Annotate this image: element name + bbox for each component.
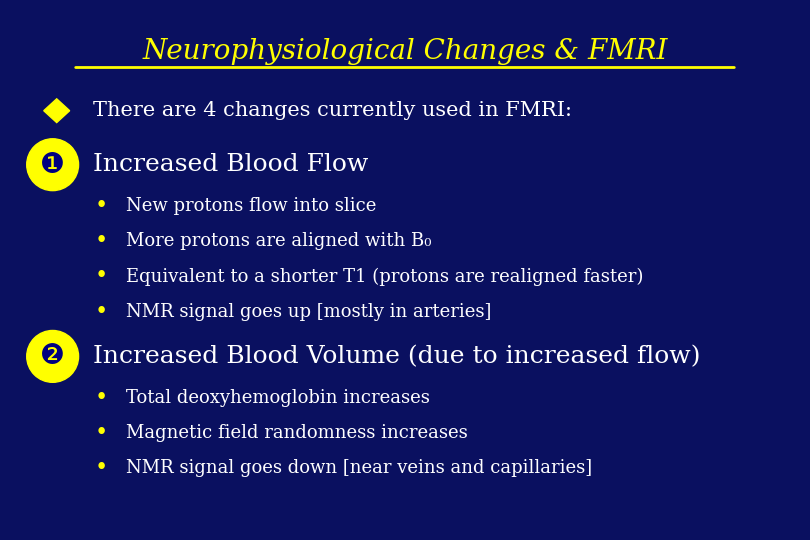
Text: ❷: ❷ [40,342,65,370]
Text: Increased Blood Volume (due to increased flow): Increased Blood Volume (due to increased… [93,345,701,368]
Text: NMR signal goes up [mostly in arteries]: NMR signal goes up [mostly in arteries] [126,302,491,321]
Text: Total deoxyhemoglobin increases: Total deoxyhemoglobin increases [126,389,429,407]
Ellipse shape [27,330,79,382]
Text: Equivalent to a shorter T1 (protons are realigned faster): Equivalent to a shorter T1 (protons are … [126,267,643,286]
Text: NMR signal goes down [near veins and capillaries]: NMR signal goes down [near veins and cap… [126,459,591,477]
Polygon shape [44,99,70,123]
Text: More protons are aligned with B₀: More protons are aligned with B₀ [126,232,431,251]
Text: •: • [95,387,108,409]
Text: •: • [95,422,108,444]
Text: •: • [95,266,108,287]
Text: New protons flow into slice: New protons flow into slice [126,197,376,215]
Text: Neurophysiological Changes & FMRI: Neurophysiological Changes & FMRI [143,38,667,65]
Text: •: • [95,195,108,217]
Text: •: • [95,231,108,252]
Ellipse shape [27,139,79,191]
Text: •: • [95,301,108,322]
Text: ❶: ❶ [40,151,65,179]
Text: Magnetic field randomness increases: Magnetic field randomness increases [126,424,467,442]
Text: •: • [95,457,108,479]
Text: There are 4 changes currently used in FMRI:: There are 4 changes currently used in FM… [93,101,572,120]
Text: Increased Blood Flow: Increased Blood Flow [93,153,369,176]
